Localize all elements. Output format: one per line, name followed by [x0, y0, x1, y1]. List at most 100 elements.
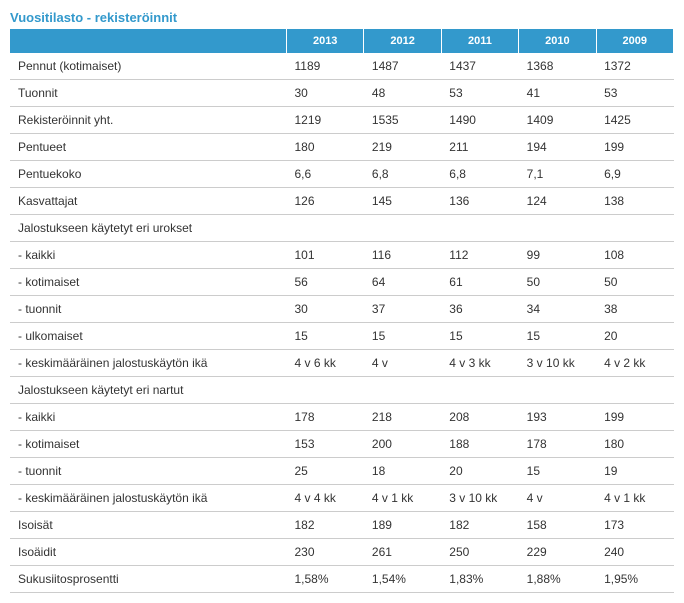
row-value: 199 — [596, 134, 673, 161]
row-value: 1189 — [287, 53, 364, 80]
row-value: 1437 — [441, 53, 518, 80]
row-value — [519, 377, 596, 404]
row-value: 3 v 10 kk — [441, 485, 518, 512]
row-value: 218 — [364, 404, 441, 431]
row-label: Jalostukseen käytetyt eri nartut — [10, 377, 287, 404]
row-value: 20 — [441, 458, 518, 485]
table-header-row: 2013 2012 2011 2010 2009 — [10, 29, 674, 53]
row-value: 1535 — [364, 107, 441, 134]
row-value: 64 — [364, 269, 441, 296]
row-value: 6,9 — [596, 161, 673, 188]
row-value: 193 — [519, 404, 596, 431]
row-value: 53 — [596, 80, 673, 107]
row-value: 18 — [364, 458, 441, 485]
row-value: 1,83% — [441, 566, 518, 593]
row-label: Rekisteröinnit yht. — [10, 107, 287, 134]
row-label: Pentuekoko — [10, 161, 287, 188]
row-value — [441, 215, 518, 242]
row-value: 4 v 3 kk — [441, 350, 518, 377]
row-value: 99 — [519, 242, 596, 269]
row-value — [364, 377, 441, 404]
row-value: 1409 — [519, 107, 596, 134]
row-value: 3 v 10 kk — [519, 350, 596, 377]
row-label: Pennut (kotimaiset) — [10, 53, 287, 80]
col-header-2012: 2012 — [364, 29, 441, 53]
row-label: - keskimääräinen jalostuskäytön ikä — [10, 485, 287, 512]
table-row: Jalostukseen käytetyt eri urokset — [10, 215, 674, 242]
row-label: - kotimaiset — [10, 269, 287, 296]
row-value: 37 — [364, 296, 441, 323]
row-value: 219 — [364, 134, 441, 161]
row-label: Isoäidit — [10, 539, 287, 566]
row-value: 50 — [596, 269, 673, 296]
row-value: 15 — [441, 323, 518, 350]
row-value: 158 — [519, 512, 596, 539]
row-value: 1219 — [287, 107, 364, 134]
row-value — [287, 377, 364, 404]
table-row: - tuonnit3037363438 — [10, 296, 674, 323]
row-value: 178 — [287, 404, 364, 431]
row-label: - tuonnit — [10, 296, 287, 323]
row-value: 4 v 1 kk — [596, 485, 673, 512]
table-row: Tuonnit3048534153 — [10, 80, 674, 107]
row-label: - keskimääräinen jalostuskäytön ikä — [10, 350, 287, 377]
row-value: 1425 — [596, 107, 673, 134]
table-row: Rekisteröinnit yht.12191535149014091425 — [10, 107, 674, 134]
table-row: - keskimääräinen jalostuskäytön ikä4 v 4… — [10, 485, 674, 512]
row-value: 189 — [364, 512, 441, 539]
row-value: 108 — [596, 242, 673, 269]
row-value: 116 — [364, 242, 441, 269]
row-value: 15 — [364, 323, 441, 350]
row-value: 240 — [596, 539, 673, 566]
row-value: 178 — [519, 431, 596, 458]
row-value: 50 — [519, 269, 596, 296]
row-label: - kaikki — [10, 242, 287, 269]
stats-table: 2013 2012 2011 2010 2009 Pennut (kotimai… — [10, 29, 674, 593]
row-value: 34 — [519, 296, 596, 323]
row-value: 61 — [441, 269, 518, 296]
table-row: - tuonnit2518201519 — [10, 458, 674, 485]
row-value: 188 — [441, 431, 518, 458]
row-value — [441, 377, 518, 404]
table-row: Sukusiitosprosentti1,58%1,54%1,83%1,88%1… — [10, 566, 674, 593]
row-value — [364, 215, 441, 242]
row-value: 4 v 1 kk — [364, 485, 441, 512]
col-header-2011: 2011 — [441, 29, 518, 53]
row-value: 15 — [519, 323, 596, 350]
row-value: 199 — [596, 404, 673, 431]
row-value — [596, 215, 673, 242]
row-value: 182 — [441, 512, 518, 539]
row-value: 138 — [596, 188, 673, 215]
row-value: 136 — [441, 188, 518, 215]
table-row: Isoäidit230261250229240 — [10, 539, 674, 566]
row-value: 1372 — [596, 53, 673, 80]
table-row: - kotimaiset153200188178180 — [10, 431, 674, 458]
row-value: 1368 — [519, 53, 596, 80]
row-label: Isoisät — [10, 512, 287, 539]
row-value: 4 v 4 kk — [287, 485, 364, 512]
row-value: 15 — [519, 458, 596, 485]
row-value — [519, 215, 596, 242]
row-value: 229 — [519, 539, 596, 566]
row-value: 6,8 — [364, 161, 441, 188]
table-row: Jalostukseen käytetyt eri nartut — [10, 377, 674, 404]
row-value: 180 — [287, 134, 364, 161]
row-value: 1,54% — [364, 566, 441, 593]
row-value: 124 — [519, 188, 596, 215]
row-value: 4 v — [519, 485, 596, 512]
table-row: - kotimaiset5664615050 — [10, 269, 674, 296]
col-header-2010: 2010 — [519, 29, 596, 53]
row-value: 230 — [287, 539, 364, 566]
col-header-2009: 2009 — [596, 29, 673, 53]
row-value: 36 — [441, 296, 518, 323]
row-value: 41 — [519, 80, 596, 107]
row-value: 1487 — [364, 53, 441, 80]
row-value: 182 — [287, 512, 364, 539]
row-value: 4 v — [364, 350, 441, 377]
row-value: 7,1 — [519, 161, 596, 188]
row-label: Kasvattajat — [10, 188, 287, 215]
col-header-label — [10, 29, 287, 53]
row-value: 261 — [364, 539, 441, 566]
row-value: 180 — [596, 431, 673, 458]
row-value: 126 — [287, 188, 364, 215]
